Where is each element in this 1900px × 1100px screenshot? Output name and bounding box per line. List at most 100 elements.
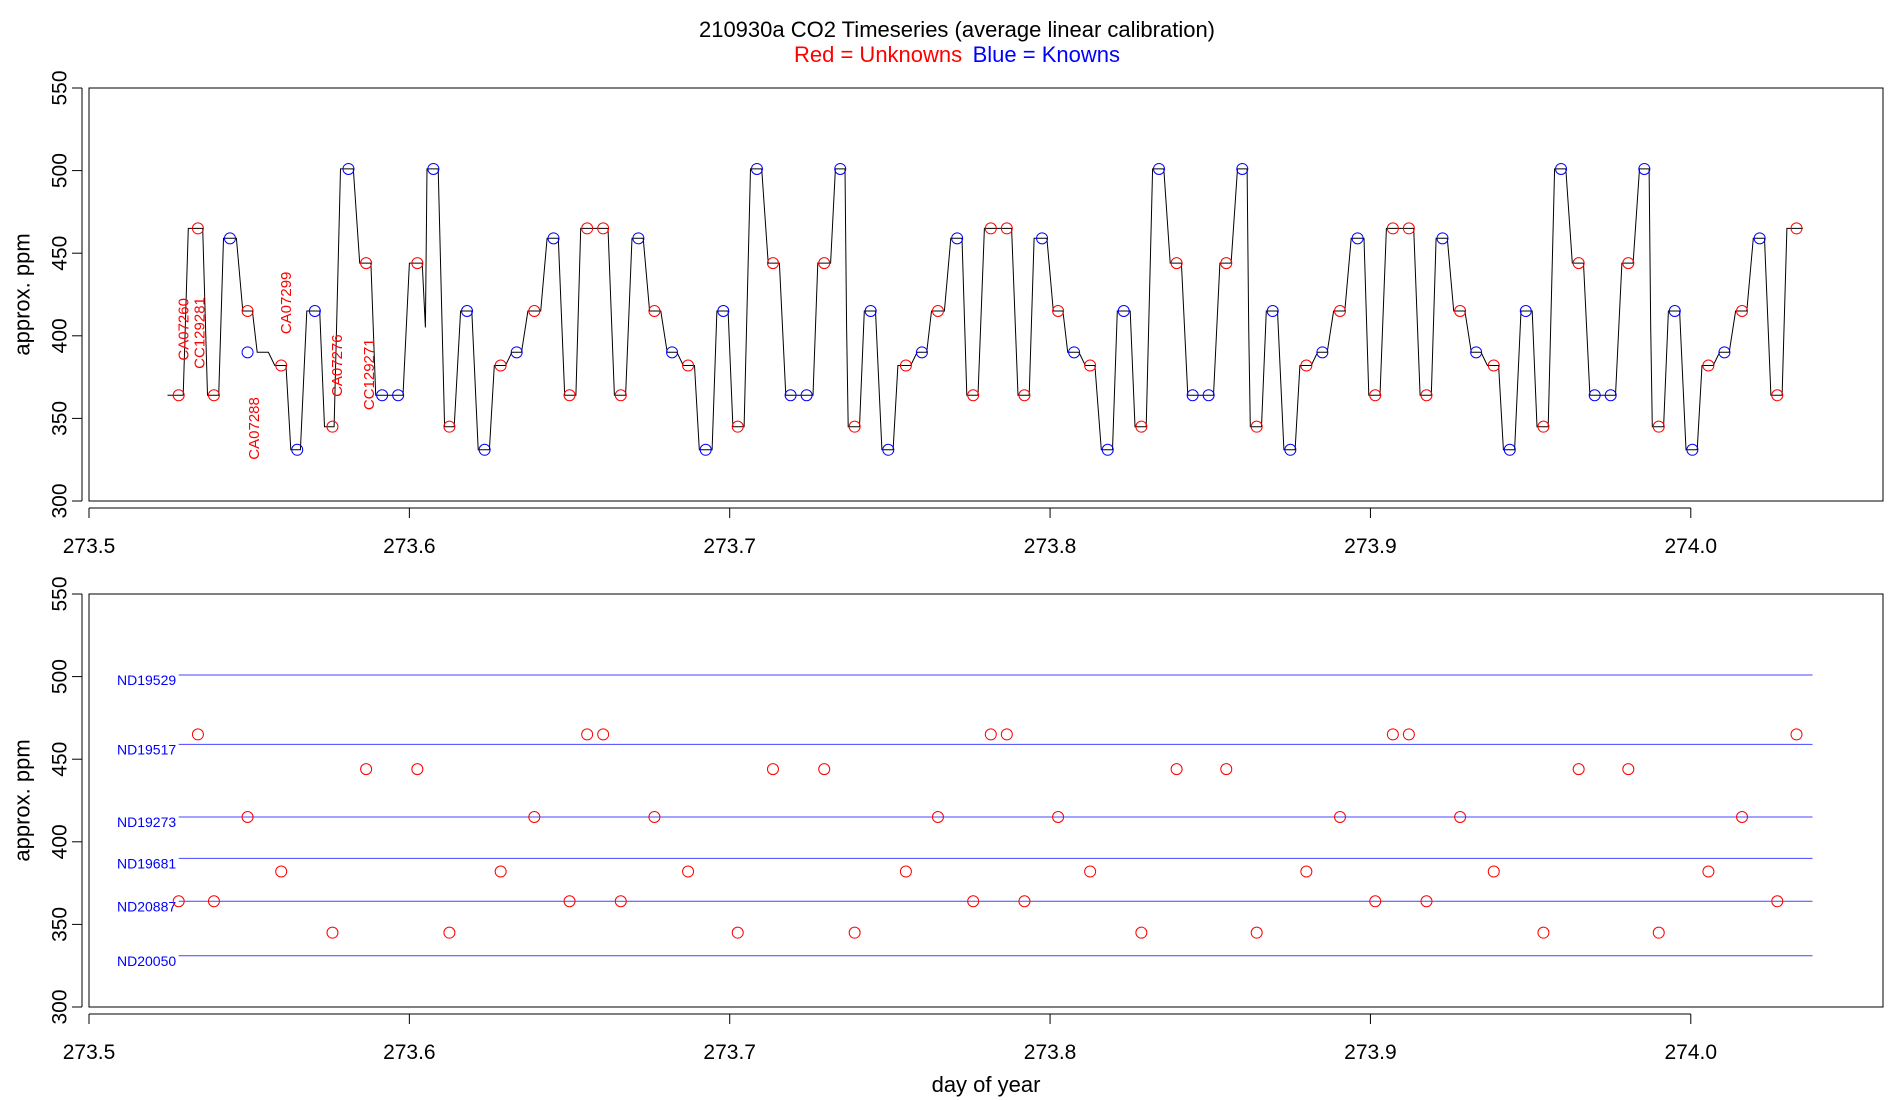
unknown-point [494,359,507,372]
known-point [478,443,491,456]
tank-label: CC129281 [191,297,208,369]
known-point [1351,232,1364,245]
unknown-point [1333,811,1346,824]
unknown-point [648,811,661,824]
unknown-point [581,728,594,741]
unknown-point [172,389,185,402]
reference-line-label: ND20887 [117,898,176,914]
reference-line-label: ND20050 [117,953,176,969]
unknown-point [731,926,744,939]
known-point [1718,346,1731,359]
unknown-point [931,305,944,318]
subtitle-unknowns: Red = Unknowns [794,42,962,67]
unknown-point [682,359,695,372]
known-point [1316,346,1329,359]
unknown-point [597,222,610,235]
y-tick-label: 350 [49,401,72,436]
tank-annotations: CA07260 CC129281 CA07288 CA07299 CA07276 CC12… [175,272,378,460]
plot-frame [88,87,1884,502]
tank-label: CC129271 [361,338,378,410]
known-point [1604,389,1617,402]
unknown-point [597,728,610,741]
known-point [342,162,355,175]
known-point [717,305,730,318]
unknown-point [360,763,373,776]
tank-label: CA07288 [246,397,263,460]
unknown-point [1369,895,1382,908]
unknown-point [326,420,339,433]
known-point [882,443,895,456]
known-point [1555,162,1568,175]
known-point [666,346,679,359]
y-tick-label: 300 [49,989,72,1024]
known-point [750,162,763,175]
unknown-point [648,305,661,318]
unknown-point [241,305,254,318]
unknown-point [1018,389,1031,402]
unknown-point [1170,763,1183,776]
known-point [461,305,474,318]
unknown-point [848,926,861,939]
unknown-point [443,420,456,433]
tank-label: CA07276 [329,334,346,397]
x-tick-label: 274.0 [1665,535,1718,558]
known-point [1036,232,1049,245]
unknown-point [1000,728,1013,741]
unknown-point [1135,420,1148,433]
unknown-points [172,728,1803,939]
unknown-point [1052,811,1065,824]
known-point [1436,232,1449,245]
co2-trace-line [167,168,1803,451]
unknown-point [1771,389,1784,402]
reference-line-label: ND19681 [117,855,176,871]
x-tick-label: 273.7 [703,1041,756,1064]
x-tick-label: 273.9 [1344,535,1397,558]
unknown-point [275,865,288,878]
known-point [784,389,797,402]
x-tick-label: 273.6 [383,1041,436,1064]
known-point [699,443,712,456]
unknown-point [931,811,944,824]
unknown-point [1487,359,1500,372]
known-point [1101,443,1114,456]
y-tick-label: 300 [49,483,72,518]
x-tick-label: 273.5 [63,535,116,558]
unknown-point [1702,359,1715,372]
unknown-point [1420,389,1433,402]
unknown-point [563,895,576,908]
unknown-point [1386,222,1399,235]
known-point [834,162,847,175]
unknown-point [1369,389,1382,402]
unknown-point [275,359,288,372]
unknown-point [1790,728,1803,741]
unknown-point [207,895,220,908]
known-point [223,232,236,245]
x-axis: 273.5 273.6 273.7 273.8 273.9 274.0 [63,507,1718,558]
known-point [547,232,560,245]
x-axis: 273.5 273.6 273.7 273.8 273.9 274.0 day of yea… [63,1013,1717,1097]
unknown-point [984,728,997,741]
unknown-point [1386,728,1399,741]
known-point [1470,346,1483,359]
known-point [1668,305,1681,318]
y-axis-label: approx. ppm [10,739,35,861]
known-point [1117,305,1130,318]
unknown-point [443,926,456,939]
unknown-point [899,865,912,878]
y-axis: 300 350 400 450 500 550 approx. ppm [10,576,83,1025]
unknown-point [1084,865,1097,878]
reference-lines: ND19529 ND19517 ND19273 ND19681 ND20887 ND200… [117,672,1813,969]
y-tick-label: 500 [49,659,72,694]
unknown-point [360,257,373,270]
unknown-point [207,389,220,402]
subtitle-knowns: Blue = Knowns [973,42,1120,67]
known-point [864,305,877,318]
unknown-point [411,763,424,776]
unknown-point [1135,926,1148,939]
unknown-point [581,222,594,235]
y-axis: 300 350 400 450 500 550 approx. ppm [10,70,83,519]
known-point [291,443,304,456]
unknown-point [1000,222,1013,235]
